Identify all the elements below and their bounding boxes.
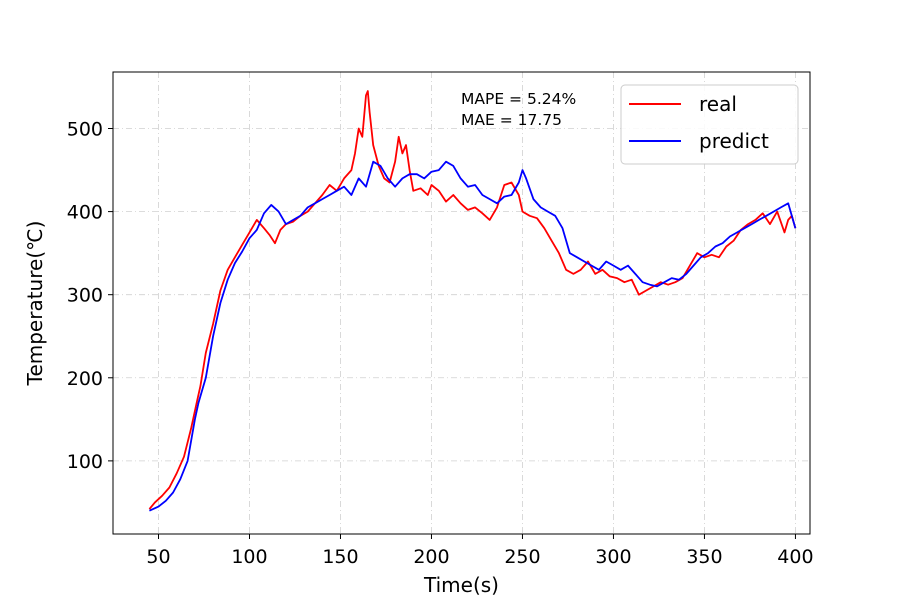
y-axis: 100 200 300 400 500 [67,119,113,473]
y-tick-label: 300 [67,285,103,307]
mape-annotation: MAPE = 5.24% [461,90,576,108]
y-tick-label: 500 [67,119,103,141]
plot-frame [112,71,811,535]
legend: real predict [620,84,799,165]
series-line-predict [149,160,797,512]
x-tick-label: 50 [146,546,170,568]
x-tick-label: 150 [322,546,358,568]
y-tick-label: 200 [67,368,103,390]
x-tick-label: 400 [777,546,813,568]
x-tick-label: 250 [504,546,540,568]
x-tick-label: 300 [595,546,631,568]
x-tick-label: 100 [231,546,267,568]
legend-label-predict: predict [699,129,769,153]
x-tick-label: 200 [413,546,449,568]
x-tick-label: 350 [686,546,722,568]
y-axis-label: Temperature(℃) [23,221,47,387]
legend-label-real: real [699,92,737,116]
mae-annotation: MAE = 17.75 [461,111,562,129]
y-tick-label: 100 [67,451,103,473]
x-axis-label: Time(s) [423,573,499,597]
grid [113,72,810,534]
series-layer [148,90,797,512]
y-tick-label: 400 [67,202,103,224]
x-axis: 50 100 150 200 250 300 350 400 [146,534,814,568]
